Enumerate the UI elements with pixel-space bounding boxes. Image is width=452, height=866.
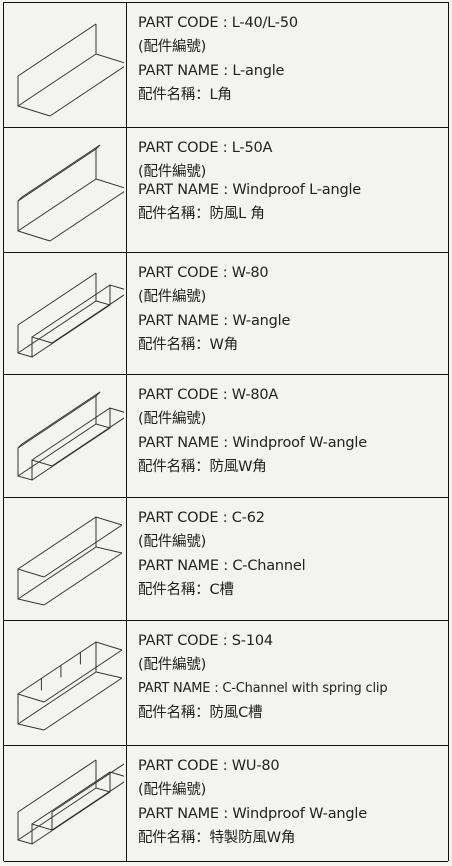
code: PART CODE : WU-80 [138, 758, 280, 774]
profile-edge [17, 148, 97, 202]
part-row: PART CODE : W-80 (配件編號) PART NAME : W-angl… [4, 253, 448, 375]
profile-back [95, 516, 123, 554]
profile-back [95, 24, 129, 65]
profile-back [95, 391, 131, 429]
part-row: PART CODE : C-62 (配件編號) PART NAME : C-Chan… [4, 498, 448, 621]
profile-back [95, 144, 129, 190]
profile-edge [31, 407, 111, 461]
code-zh: (配件編號) [138, 164, 207, 180]
name: PART NAME : L-angle [138, 63, 285, 79]
profile-front [17, 568, 45, 606]
profile-edge [31, 771, 111, 825]
profile-edge [31, 284, 111, 338]
part-illustration [4, 253, 131, 374]
profile-front [17, 325, 53, 358]
name: PART NAME : W-angle [138, 313, 291, 329]
code: PART CODE : W-80 [138, 265, 269, 281]
profile-edge [17, 23, 97, 77]
profile-back [95, 273, 131, 306]
name-zh: 配件名稱：防風C槽 [138, 705, 263, 721]
part-row: PART CODE : L-40/L-50 (配件編號) PART NAME : L… [4, 3, 448, 128]
profile-front [17, 196, 51, 242]
profile-edge [43, 524, 123, 578]
name-zh: 配件名稱：特製防風W角 [138, 830, 296, 846]
profile-edge [17, 759, 97, 813]
parts-table: PART CODE : L-40/L-50 (配件編號) PART NAME : L… [3, 2, 449, 862]
code: PART CODE : L-40/L-50 [138, 15, 298, 31]
profile-edge [17, 300, 97, 354]
name: PART NAME : Windproof L-angle [138, 182, 361, 198]
profile-edge [51, 777, 131, 831]
profile-edge [31, 427, 111, 481]
profile-edge [43, 552, 123, 606]
profile-front [17, 76, 51, 117]
profile-drawing [17, 144, 129, 242]
profile-drawing [17, 759, 131, 845]
part-row: PART CODE : WU-80 (配件編號) PART NAME : Windp… [4, 746, 448, 862]
profile-edge [17, 272, 97, 326]
code-zh: (配件編號) [138, 782, 207, 798]
part-row: PART CODE : W-80A (配件編號) PART NAME : Windp… [4, 375, 448, 498]
code: PART CODE : C-62 [138, 510, 265, 526]
profile-edge [49, 188, 129, 242]
part-illustration [4, 498, 127, 620]
profile-back [95, 760, 131, 793]
code: PART CODE : S-104 [138, 633, 273, 649]
profile-edge [43, 677, 123, 731]
name: PART NAME : Windproof W-angle [138, 806, 367, 822]
part-illustration [4, 3, 129, 127]
profile-edge [17, 787, 97, 841]
profile-edge [31, 304, 111, 358]
part-illustration [4, 621, 127, 745]
name-zh: 配件名稱：防風W角 [138, 459, 267, 475]
profile-front [17, 693, 45, 731]
profile-edge [17, 53, 97, 107]
profile-edge [31, 791, 111, 845]
code-zh: (配件編號) [138, 411, 207, 427]
name-zh: 配件名稱：W角 [138, 337, 238, 353]
profile-edge [17, 395, 97, 449]
profile-drawing [17, 641, 123, 731]
profile-edge [49, 63, 129, 117]
profile-edge [51, 290, 131, 344]
name-zh: 配件名稱：C槽 [138, 582, 234, 598]
code-zh: (配件編號) [138, 657, 207, 673]
profile-back [95, 641, 123, 679]
profile-edge [17, 178, 97, 232]
profile-drawing [17, 23, 129, 117]
code-zh: (配件編號) [138, 39, 207, 55]
profile-edge [21, 144, 101, 198]
profile-edge [17, 546, 97, 600]
code: PART CODE : L-50A [138, 140, 273, 156]
profile-edge [17, 516, 97, 570]
part-illustration [4, 375, 131, 497]
name-zh: 配件名稱：防風L 角 [138, 206, 265, 222]
profile-edge [21, 391, 101, 445]
name: PART NAME : C-Channel [138, 558, 306, 574]
name-zh: 配件名稱：L角 [138, 87, 232, 103]
part-row: PART CODE : L-50A (配件編號) PART NAME : Windp… [4, 128, 448, 253]
profile-edge [17, 423, 97, 477]
name: PART NAME : Windproof W-angle [138, 435, 367, 451]
profile-drawing [17, 272, 131, 358]
profile-drawing [17, 391, 131, 481]
profile-edge [17, 641, 97, 695]
name: PART NAME : C-Channel with spring clip [138, 681, 388, 696]
code-zh: (配件編號) [138, 289, 207, 305]
profile-front [17, 443, 53, 481]
code: PART CODE : W-80A [138, 387, 279, 403]
profile-front [17, 812, 53, 845]
profile-edge [43, 649, 123, 703]
profile-edge [17, 671, 97, 725]
part-row: PART CODE : S-104 (配件編號) PART NAME : C-Cha… [4, 621, 448, 746]
profile-edge [51, 413, 131, 467]
profile-edge [51, 759, 131, 813]
part-illustration [4, 746, 131, 861]
profile-drawing [17, 516, 123, 606]
code-zh: (配件編號) [138, 534, 207, 550]
part-illustration [4, 128, 129, 252]
